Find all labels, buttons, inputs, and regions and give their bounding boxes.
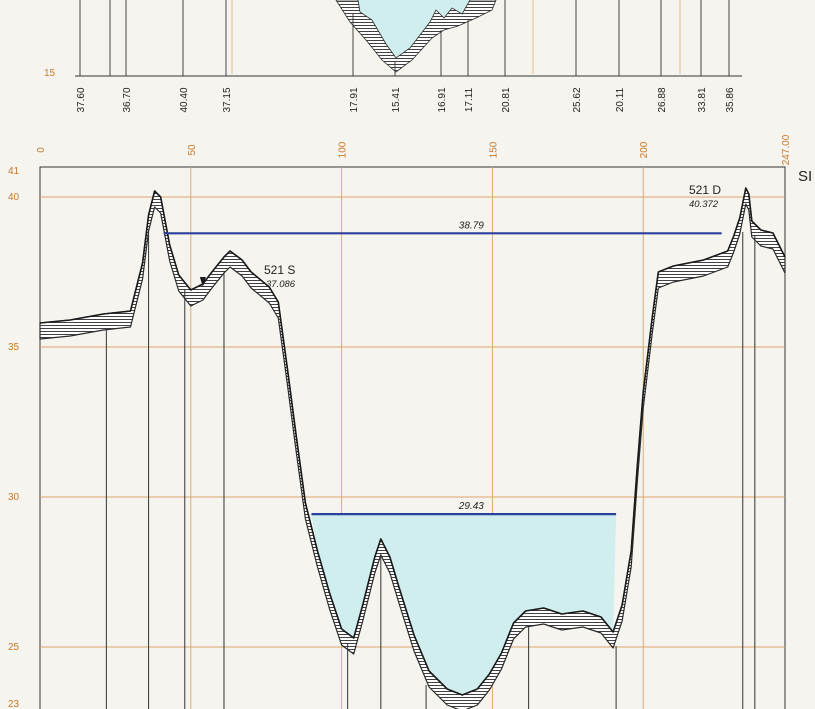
elevation-label: 37.15 — [222, 87, 233, 112]
elevation-label: 35.86 — [725, 87, 736, 112]
y-tick-label: 23 — [8, 699, 20, 709]
elevation-label: 36.70 — [122, 87, 133, 112]
upper-y-label: 15 — [44, 68, 56, 79]
ground-surface-line — [39, 187, 786, 696]
x-axis-ticks: 0 50 100 150 200 247.00 — [36, 134, 792, 165]
elevation-label: 16.91 — [437, 87, 448, 112]
elevation-label: 40.40 — [179, 87, 190, 112]
edge-caption: SI — [798, 168, 812, 185]
y-tick-label: 40 — [8, 192, 20, 203]
elevation-label: 25.62 — [572, 87, 583, 112]
elevation-label: 37.60 — [76, 87, 87, 112]
y-tick-label: 35 — [8, 342, 20, 353]
benchmark-elevation: 37.086 — [266, 279, 296, 290]
upper-station-lines — [79, 0, 730, 76]
benchmark-521s: 521 S 37.086 — [199, 263, 296, 290]
y-axis-ticks: 41 40 35 30 25 23 — [8, 166, 20, 709]
benchmark-name: 521 S — [264, 263, 295, 277]
elevation-label: 17.11 — [464, 87, 475, 112]
elevation-label: 20.11 — [615, 87, 626, 112]
upper-level-label: 38.79 — [459, 220, 484, 231]
upper-elevation-labels: 37.60 36.70 40.40 37.15 17.91 15.41 16.91 17.11… — [76, 87, 736, 112]
benchmark-521d: 521 D 40.372 — [689, 183, 721, 210]
x-tick-label: 247.00 — [781, 134, 792, 165]
elevation-label: 17.91 — [349, 87, 360, 112]
water-level-label: 29.43 — [458, 501, 484, 512]
x-tick-label: 50 — [187, 144, 198, 156]
elevation-label: 33.81 — [697, 87, 708, 112]
water-fill — [311, 514, 617, 695]
x-tick-label: 100 — [338, 141, 349, 158]
main-cross-section: 0 50 100 150 200 247.00 41 40 35 30 25 23 38.79 29… — [8, 134, 812, 709]
benchmark-name: 521 D — [689, 183, 721, 197]
upper-section-fragment: 15 37.60 36.70 40.40 37.15 17.91 15.41 16.91 17… — [44, 0, 742, 113]
upper-ground-band — [335, 0, 497, 73]
y-tick-label: 30 — [8, 492, 20, 503]
x-tick-label: 200 — [639, 141, 650, 158]
elevation-label: 15.41 — [391, 87, 402, 112]
elevation-label: 20.81 — [501, 87, 512, 112]
benchmark-marker-icon — [199, 277, 206, 287]
y-tick-label: 41 — [8, 166, 20, 177]
station-lines — [105, 229, 756, 709]
x-tick-label: 150 — [488, 141, 499, 158]
x-tick-label: 0 — [36, 147, 47, 153]
elevation-label: 26.88 — [657, 87, 668, 112]
y-tick-label: 25 — [8, 642, 20, 653]
plot-frame — [39, 166, 786, 709]
grid-lines — [40, 167, 785, 709]
benchmark-elevation: 40.372 — [689, 199, 719, 210]
